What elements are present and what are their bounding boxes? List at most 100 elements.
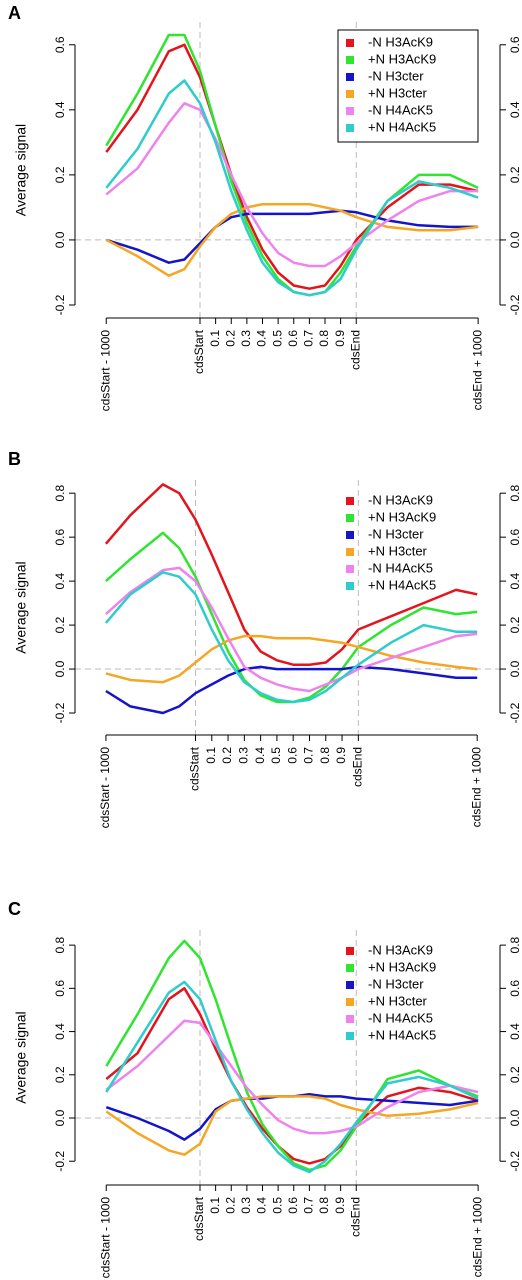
y-tick-label: 0.4	[508, 572, 522, 589]
x-tick-label: 0.2	[223, 330, 237, 347]
y-tick-label: 0.2	[508, 616, 522, 633]
y-tick-label: 0.0	[53, 660, 67, 677]
y-tick-label: 0.6	[53, 980, 67, 997]
series-line	[105, 634, 478, 684]
y-tick-label: -0.2	[53, 294, 67, 315]
legend-swatch	[346, 981, 354, 989]
y-tick-label: 0.0	[508, 1109, 522, 1126]
x-tick-label: 0.9	[334, 747, 348, 764]
y-axis-title: Average signal	[13, 1011, 29, 1103]
x-tick-label: cdsStart	[192, 329, 206, 374]
y-tick-label: 0.2	[53, 166, 67, 183]
x-tick-label: cdsStart	[192, 1196, 206, 1241]
x-tick-label: cdsStart - 1000	[98, 330, 112, 412]
legend-swatch	[346, 107, 354, 115]
legend-label: -N H3cter	[368, 68, 424, 83]
x-tick-label: 0.3	[239, 330, 253, 347]
legend-label: +N H3AcK9	[368, 51, 436, 66]
legend-label: +N H4AcK5	[368, 119, 436, 134]
legend-label: +N H3cter	[368, 543, 428, 558]
legend-label: -N H3AcK9	[368, 492, 433, 507]
x-tick-label: 0.2	[223, 1197, 237, 1214]
series-line	[105, 531, 478, 704]
x-tick-label: cdsStart - 1000	[98, 1197, 112, 1279]
y-tick-label: 0.0	[53, 1109, 67, 1126]
panel: B -0.2 0.0 0.2 0.4 0.6 0.8 -0.2 0.0 0.2 0.4 0.6 0.8 A…	[8, 449, 522, 829]
series-line	[104, 483, 478, 666]
legend-swatch	[346, 90, 354, 98]
x-tick-label: cdsEnd + 1000	[470, 330, 484, 411]
y-tick-label: -0.2	[53, 702, 67, 723]
x-tick-label: cdsEnd + 1000	[469, 747, 483, 828]
x-tick-label: 0.7	[302, 747, 316, 764]
x-tick-label: 0.8	[318, 747, 332, 764]
x-tick-label: 0.1	[204, 747, 218, 764]
legend-label: +N H4AcK5	[368, 577, 436, 592]
legend-swatch	[346, 56, 354, 64]
legend-swatch	[346, 964, 354, 972]
legend-swatch	[346, 39, 354, 47]
x-tick-label: 0.5	[269, 747, 283, 764]
x-tick-label: 0.5	[270, 1197, 284, 1214]
legend-label: -N H4AcK5	[368, 1010, 433, 1025]
legend-label: -N H3cter	[368, 976, 424, 991]
x-tick-label: 0.5	[270, 330, 284, 347]
y-tick-label: 0.0	[53, 231, 67, 248]
legend-swatch	[346, 1015, 354, 1023]
series-line	[105, 1019, 479, 1135]
y-tick-label: 0.6	[508, 528, 522, 545]
y-tick-label: 0.0	[508, 231, 522, 248]
x-tick-label: 0.8	[317, 1197, 331, 1214]
x-tick-label: 0.4	[255, 1197, 269, 1214]
series-line	[105, 1092, 479, 1141]
x-tick-label: 0.9	[333, 330, 347, 347]
y-tick-label: -0.2	[508, 294, 522, 315]
legend-label: +N H4AcK5	[368, 1027, 436, 1042]
legend-label: +N H3cter	[368, 993, 428, 1008]
x-tick-label: 0.1	[208, 330, 222, 347]
legend-label: -N H4AcK5	[368, 102, 433, 117]
x-tick-label: 0.8	[317, 330, 331, 347]
x-tick-label: cdsEnd	[348, 330, 362, 370]
y-tick-label: 0.2	[508, 1066, 522, 1083]
y-tick-label: 0.6	[508, 36, 522, 53]
x-tick-label: cdsEnd	[351, 747, 365, 787]
y-tick-label: 0.4	[508, 1023, 522, 1040]
y-tick-label: 0.6	[53, 528, 67, 545]
series-line	[105, 102, 479, 268]
y-tick-label: 0.4	[53, 101, 67, 118]
x-tick-label: cdsEnd	[348, 1197, 362, 1237]
legend-swatch	[346, 998, 354, 1006]
panel: C -0.2 0.0 0.2 0.4 0.6 0.8 -0.2 0.0 0.2 0.4 0.6 0.8 A…	[8, 899, 522, 1279]
y-tick-label: 0.4	[508, 101, 522, 118]
x-tick-label: 0.4	[255, 330, 269, 347]
x-tick-label: 0.6	[286, 330, 300, 347]
x-tick-label: cdsStart	[188, 746, 202, 791]
legend-label: -N H3AcK9	[368, 942, 433, 957]
y-tick-label: 0.0	[508, 660, 522, 677]
legend-frame	[337, 29, 479, 143]
series-line	[105, 939, 479, 1172]
panel-label: B	[8, 449, 21, 469]
y-tick-label: 0.8	[53, 936, 67, 953]
legend-swatch	[346, 1032, 354, 1040]
x-tick-label: 0.6	[285, 747, 299, 764]
legend-swatch	[346, 497, 354, 505]
series-line	[105, 202, 479, 277]
y-axis-title: Average signal	[13, 561, 29, 653]
x-tick-label: 0.6	[286, 1197, 300, 1214]
y-tick-label: 0.2	[53, 616, 67, 633]
legend-label: -N H4AcK5	[368, 560, 433, 575]
legend-swatch	[346, 124, 354, 132]
y-tick-label: 0.4	[53, 1023, 67, 1040]
series-line	[104, 571, 478, 704]
series-line	[105, 1095, 479, 1156]
y-tick-label: 0.6	[508, 980, 522, 997]
x-tick-label: cdsStart - 1000	[98, 747, 112, 829]
y-tick-label: 0.2	[508, 166, 522, 183]
y-tick-label: -0.2	[53, 1151, 67, 1172]
x-tick-label: 0.7	[302, 1197, 316, 1214]
x-tick-label: 0.3	[239, 1197, 253, 1214]
legend-swatch	[346, 531, 354, 539]
legend-swatch	[346, 565, 354, 573]
